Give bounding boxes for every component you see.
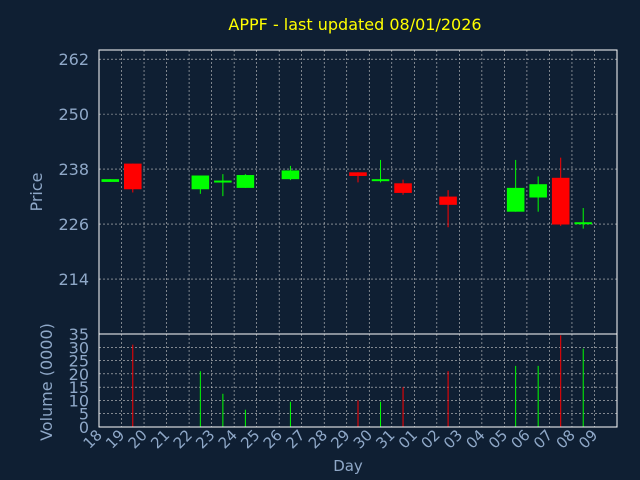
x-axis: 1819202122232425262728293031010203040506… (80, 426, 602, 452)
price-axis-label: Price (27, 172, 46, 211)
volume-tick-label: 30 (69, 338, 89, 357)
candle-body (551, 177, 570, 225)
candle-body (439, 196, 457, 205)
price-tick-label: 262 (58, 50, 89, 69)
volume-tick-label: 20 (69, 365, 89, 384)
candle-body (529, 184, 547, 198)
chart-title: APPF - last updated 08/01/2026 (228, 15, 481, 34)
volume-tick-label: 0 (79, 418, 89, 437)
candle-body (191, 175, 210, 190)
x-tick-label: 09 (575, 426, 601, 452)
price-tick-label: 226 (58, 215, 89, 234)
candle-body (214, 180, 232, 183)
price-tick-label: 250 (58, 105, 89, 124)
volume-tick-label: 35 (69, 325, 89, 344)
candle-body (281, 170, 300, 180)
candle-body (394, 183, 412, 193)
volume-axis-label: Volume (0000) (37, 323, 56, 441)
candle-body (236, 175, 255, 188)
price-tick-label: 214 (58, 270, 89, 289)
price-tick-label: 238 (58, 160, 89, 179)
x-axis-label: Day (333, 457, 363, 475)
candle-body (349, 172, 367, 176)
candle-body (101, 179, 120, 182)
price-panel: 214 226 238 250 262 (58, 49, 618, 335)
candle-body (506, 187, 525, 212)
volume-tick-label: 5 (79, 405, 89, 424)
candle-body (371, 179, 390, 182)
volume-tick-label: 25 (69, 352, 89, 371)
candle-body (123, 163, 142, 190)
candle-body (574, 222, 593, 225)
volume-frame (98, 333, 618, 428)
volume-tick-label: 15 (69, 378, 89, 397)
volume-tick-label: 10 (69, 391, 89, 410)
